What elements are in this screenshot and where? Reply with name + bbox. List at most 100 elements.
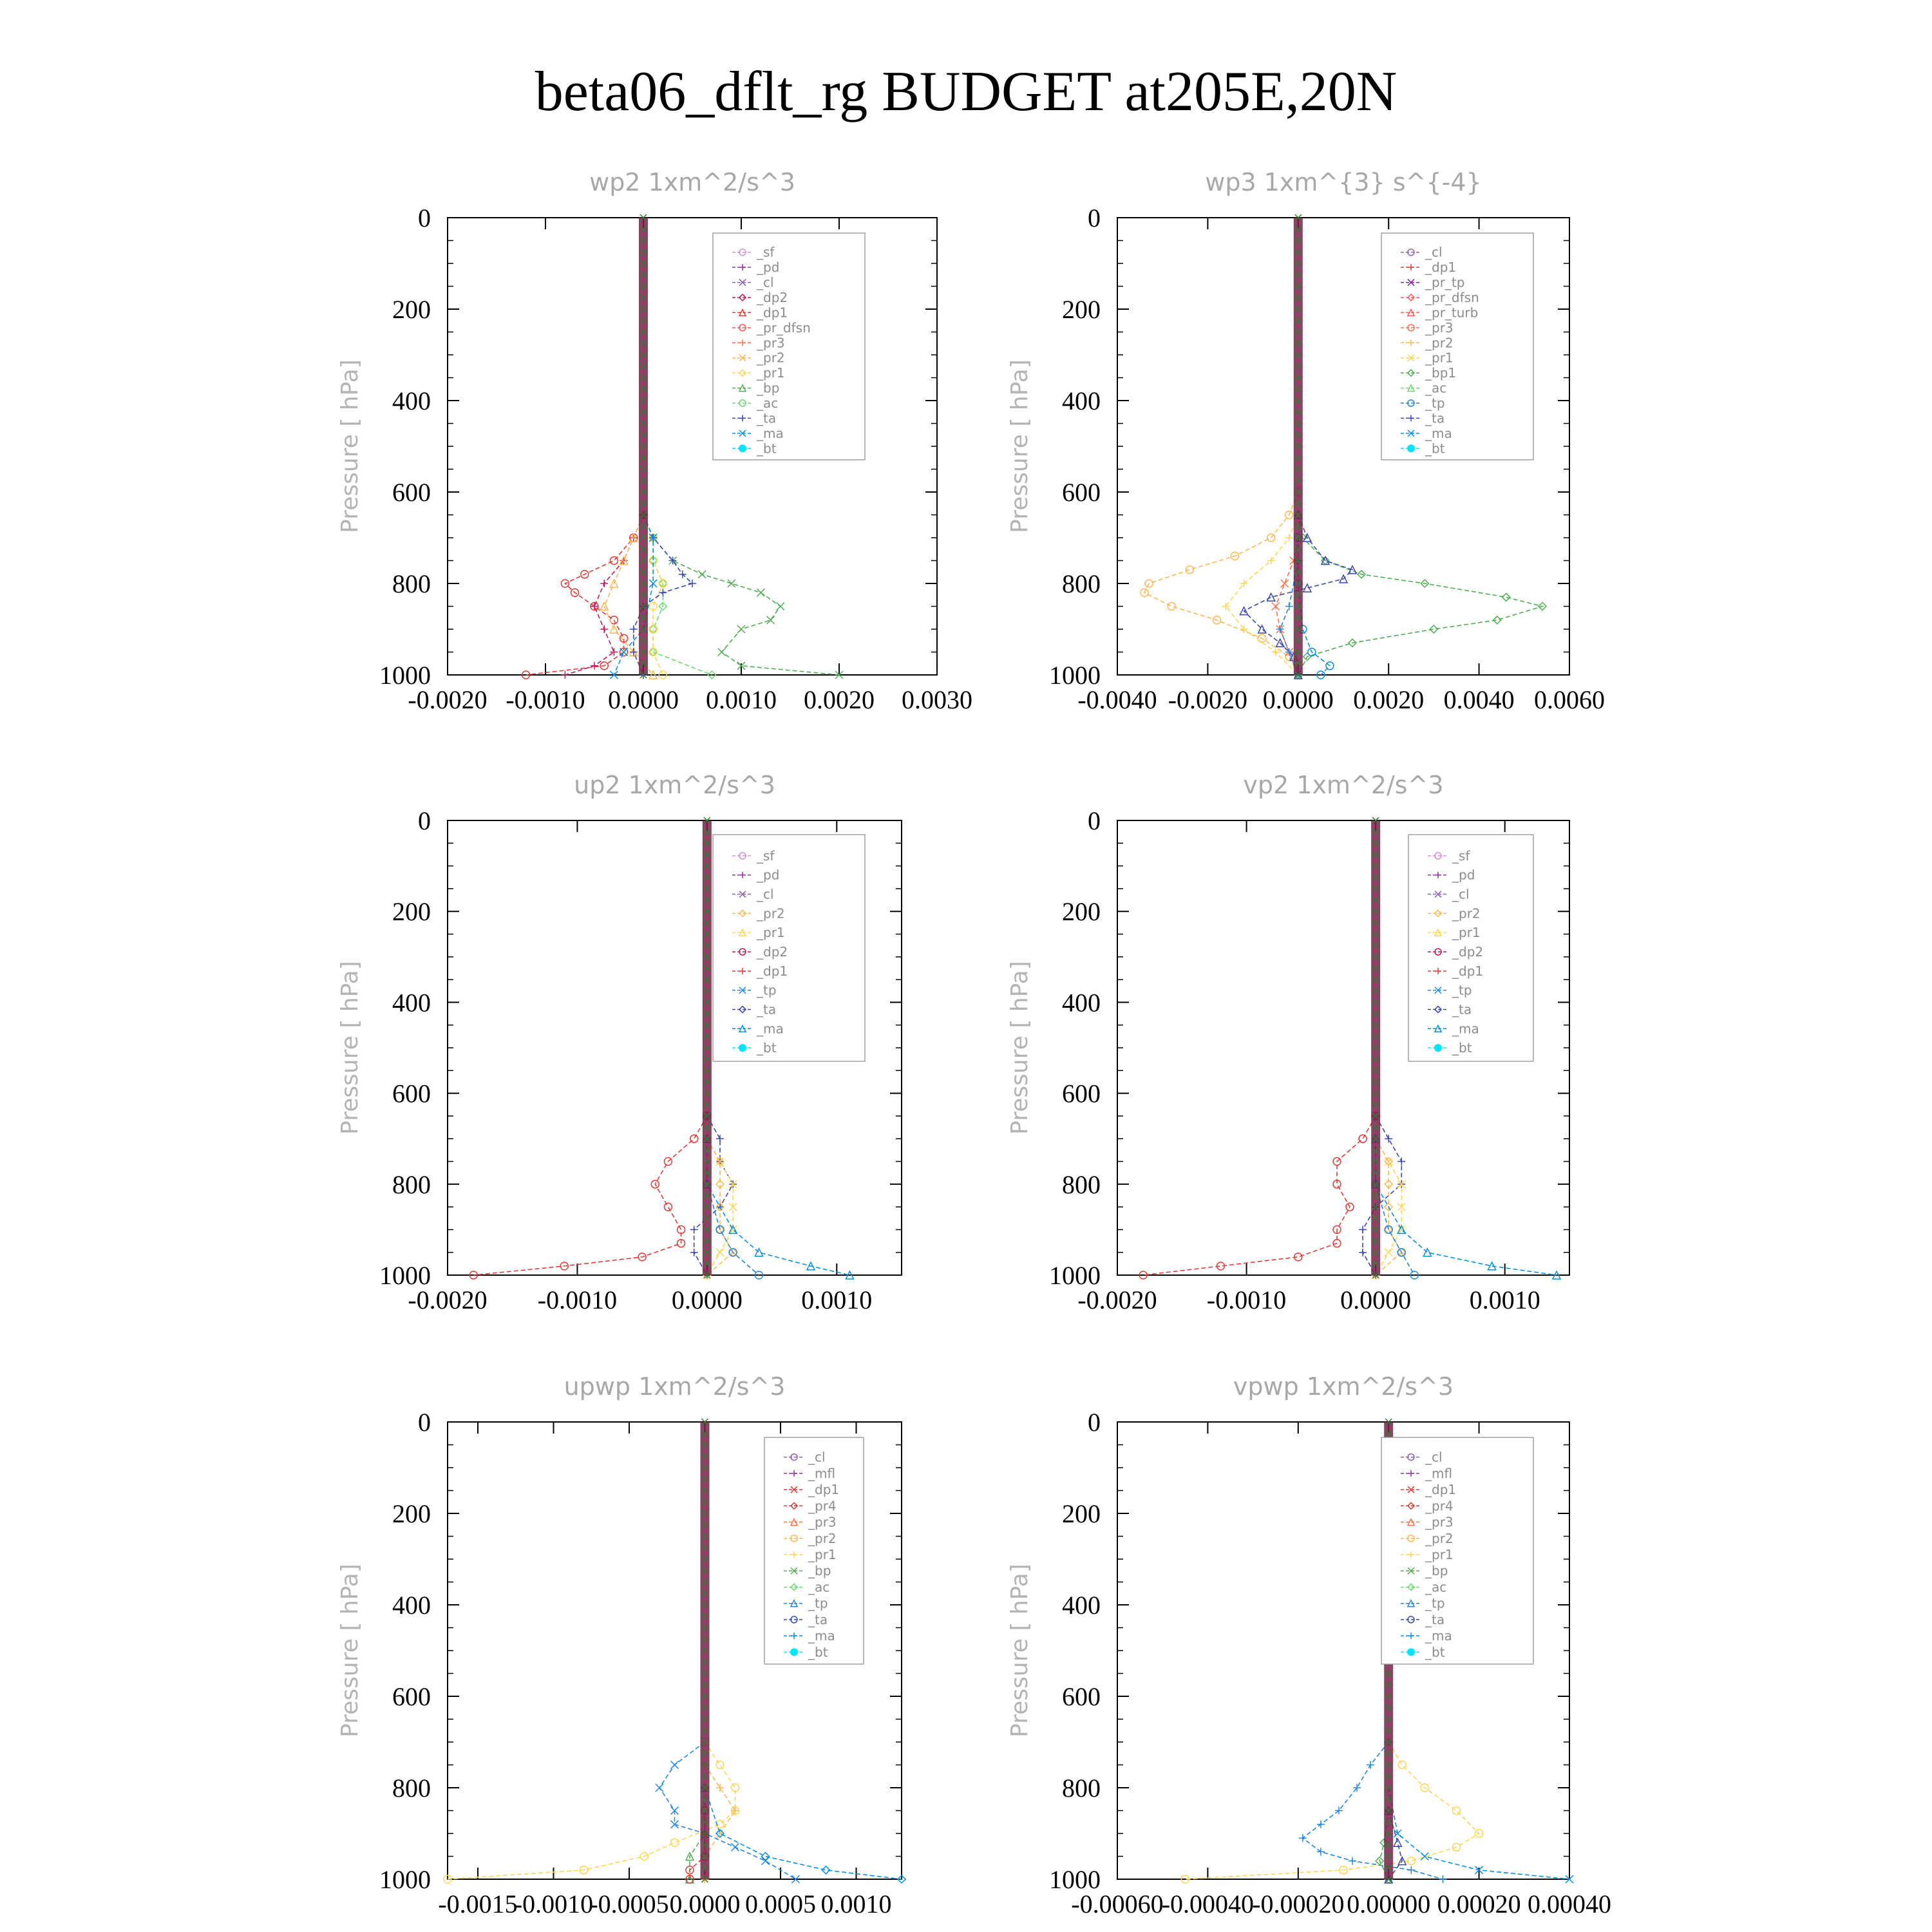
series-point_pr1 [1452, 1806, 1461, 1815]
series-point_ac [658, 601, 668, 611]
zero-profile-marker [703, 1146, 711, 1154]
legend-label: _tp [1452, 983, 1472, 998]
zero-profile-marker [703, 942, 711, 949]
series-point_dp1 [609, 556, 619, 565]
zero-profile-marker [1372, 817, 1379, 824]
y-tick-label: 600 [392, 1682, 431, 1711]
series-line_ma [704, 1787, 902, 1880]
series-point_tp [1353, 1784, 1361, 1792]
legend-marker [1434, 928, 1443, 936]
legend-label: _dp2 [1452, 944, 1483, 960]
y-tick-label: 800 [392, 569, 431, 598]
zero-profile-marker [701, 1715, 709, 1723]
y-tick-label: 800 [392, 1170, 431, 1199]
zero-profile-marker [1294, 568, 1302, 576]
series-point_dp1 [685, 1875, 694, 1884]
x-tick-label: 0.00000 [1347, 1889, 1430, 1918]
zero-profile-marker [1372, 1056, 1379, 1063]
series-point_bp [737, 625, 746, 634]
series-point_pr2 [1285, 510, 1294, 520]
legend-marker [790, 1535, 798, 1542]
y-tick-label: 400 [1062, 386, 1101, 415]
series-point_pr1 [649, 601, 658, 611]
series-point_bp [1375, 1856, 1385, 1866]
x-tick-label: -0.0020 [1168, 685, 1247, 714]
zero-profile-marker [701, 1498, 709, 1506]
zero-profile-marker [701, 1658, 709, 1666]
series-point_tp [728, 1247, 737, 1257]
zero-profile-marker [701, 1430, 709, 1437]
legend-label: _pd [756, 260, 779, 275]
zero-profile-marker [1294, 339, 1302, 347]
zero-profile-marker [1294, 625, 1302, 633]
zero-profile-marker [1294, 522, 1302, 530]
series-point_pr1 [1397, 1760, 1407, 1770]
series-point_pr1 [639, 1852, 649, 1861]
legend-marker [739, 399, 746, 407]
series-point_dp1 [650, 1180, 660, 1189]
zero-profile-marker [1294, 260, 1302, 267]
zero-profile-marker [1372, 1180, 1379, 1188]
series-point_bp1 [1420, 578, 1430, 589]
series-line_dp2 [565, 515, 644, 676]
zero-profile-marker [1294, 305, 1302, 313]
series-point_ma [609, 670, 618, 679]
legend-marker [1408, 1551, 1414, 1558]
series-point_tp [730, 1842, 740, 1852]
zero-profile-marker [701, 1418, 709, 1426]
zero-profile-marker [703, 930, 711, 938]
series-point_dp1 [1332, 1225, 1341, 1235]
legend-label: _pr3 [1425, 1515, 1454, 1530]
series-point_tp [670, 1806, 679, 1815]
series-point_ta [1393, 1837, 1403, 1847]
legend-marker [1434, 987, 1442, 994]
zero-profile-marker [1385, 1418, 1392, 1426]
zero-profile-marker [701, 1806, 709, 1815]
y-tick-label: 600 [392, 478, 431, 507]
series-point_ta [629, 648, 638, 656]
zero-profile-marker [701, 1841, 709, 1849]
legend-marker [1406, 1599, 1416, 1607]
series-line_dp1 [1143, 1115, 1376, 1276]
legend-marker [1406, 308, 1416, 317]
series-point_tp [1384, 1225, 1393, 1235]
y-axis-label: Pressure [ hPa] [1007, 961, 1033, 1135]
legend-marker [738, 1005, 747, 1014]
zero-profile-marker [703, 1271, 711, 1279]
series-point_pr2 [716, 1830, 724, 1837]
zero-profile-marker [701, 1624, 709, 1632]
series-line_bp [643, 515, 840, 676]
zero-profile-marker [639, 465, 647, 473]
x-tick-label: 0.0000 [1340, 1285, 1411, 1314]
zero-profile-marker [1294, 225, 1302, 233]
zero-profile-marker [701, 1772, 709, 1780]
x-tick-label: -0.0020 [408, 1285, 487, 1314]
series-point_ma [1565, 1875, 1574, 1884]
legend-label: _bt [1425, 440, 1445, 456]
legend-marker [1435, 871, 1441, 878]
x-tick-label: 0.0010 [821, 1889, 892, 1918]
series-point_pr2 [731, 1806, 739, 1815]
x-tick-label: 0.0020 [1353, 685, 1424, 714]
zero-profile-marker [701, 1555, 709, 1563]
x-tick-label: 0.0000 [670, 1889, 741, 1918]
zero-profile-marker [703, 1260, 711, 1267]
series-point_pr1 [1452, 1842, 1461, 1852]
series-point_dp1 [1332, 1238, 1341, 1248]
x-tick-label: 0.0010 [1470, 1285, 1540, 1314]
zero-profile-marker [1294, 602, 1302, 611]
series-point_dp1 [1332, 1180, 1341, 1189]
series-point_ma [1487, 1261, 1497, 1271]
zero-profile-marker [1372, 1135, 1379, 1142]
series-point_ma [761, 1852, 770, 1861]
legend-label: _bp [1425, 1563, 1448, 1578]
legend-label: _dp2 [756, 944, 788, 960]
legend-label: _pr1 [1425, 350, 1454, 366]
zero-profile-marker [1372, 896, 1379, 904]
zero-profile-marker [1372, 851, 1379, 858]
series-point_tp [1316, 1820, 1325, 1828]
zero-profile-marker [701, 1647, 709, 1654]
series-point_ma [649, 533, 658, 542]
series-point_bp1 [1501, 592, 1511, 602]
